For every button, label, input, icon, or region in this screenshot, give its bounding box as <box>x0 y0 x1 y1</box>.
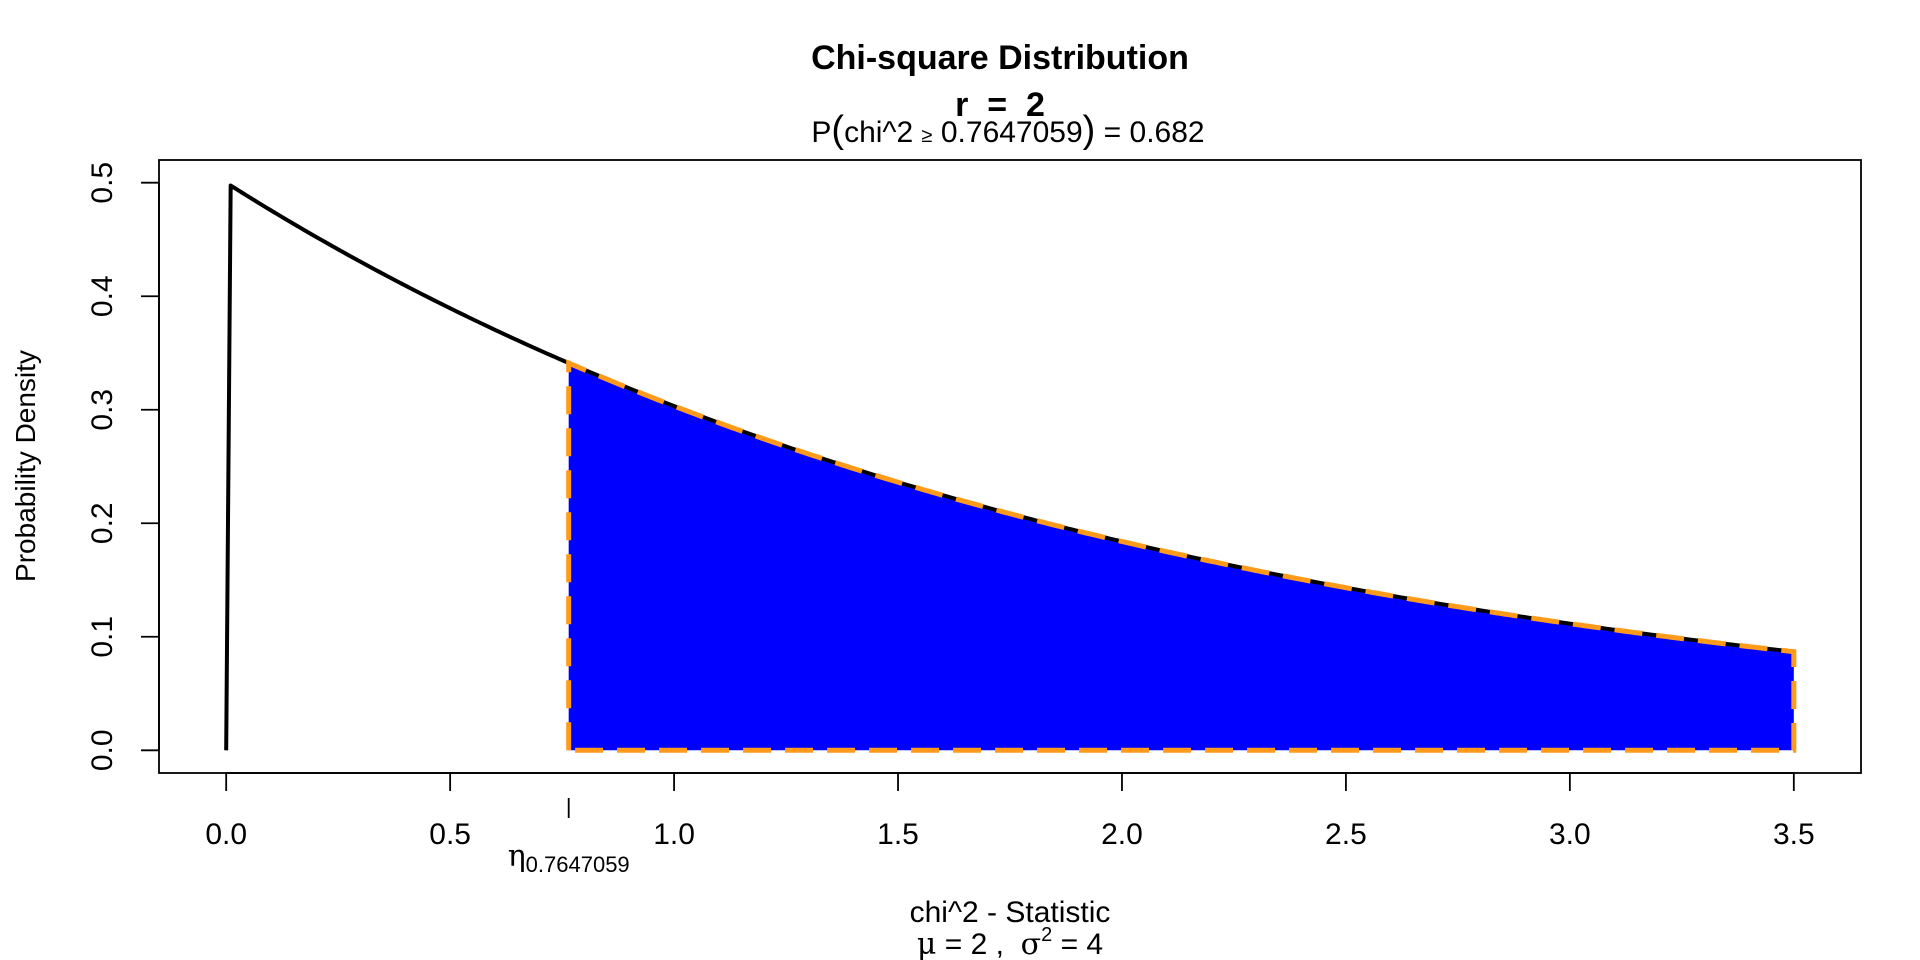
y-tick-label: 0.4 <box>86 275 119 317</box>
y-axis-label: Probability Density <box>10 350 41 582</box>
y-tick-label: 0.5 <box>86 162 119 204</box>
df-value: 2 <box>1026 86 1045 124</box>
prob-variable: chi^2 <box>844 116 913 149</box>
eta-symbol: η <box>508 839 526 874</box>
moments-label: μ = 2 , σ2 = 4 <box>917 924 1103 960</box>
mu-value: = 2 , <box>945 928 1004 960</box>
quantile-marker-label: η0.7647059 <box>508 839 630 877</box>
x-axis: 0.0 0.5 1.0 1.5 2.0 2.5 3.0 3.5 <box>205 772 1815 851</box>
probability-annotation: P(chi^2 ≥ 0.7647059) = 0.682 <box>811 109 1204 151</box>
x-axis-label: chi^2 - Statistic <box>910 896 1111 929</box>
y-tick-label: 0.2 <box>86 502 119 544</box>
mu-symbol: μ <box>917 927 937 960</box>
x-tick-label: 1.5 <box>877 818 919 851</box>
x-tick-label: 0.0 <box>205 818 247 851</box>
sigma-value: = 4 <box>1061 928 1104 960</box>
x-tick-label: 3.0 <box>1549 818 1591 851</box>
chart-title: Chi-square Distribution <box>811 39 1189 77</box>
x-tick-label: 0.5 <box>429 818 471 851</box>
x-tick-label: 2.0 <box>1101 818 1143 851</box>
tail-area-outline <box>566 359 1797 753</box>
sigma-exponent: 2 <box>1041 924 1052 946</box>
shade-outline <box>566 359 1797 753</box>
y-tick-label: 0.0 <box>86 729 119 771</box>
y-tick-label: 0.3 <box>86 389 119 431</box>
prob-symbol: ≥ <box>922 125 933 147</box>
y-tick-label: 0.1 <box>86 616 119 658</box>
x-tick-label: 2.5 <box>1325 818 1367 851</box>
df-label: r <box>955 86 968 124</box>
chart-subtitle: r = 2 <box>955 86 1045 124</box>
eta-subscript: 0.7647059 <box>526 852 630 877</box>
sigma-symbol: σ <box>1021 927 1041 960</box>
y-axis: 0.0 0.1 0.2 0.3 0.4 0.5 <box>86 162 160 771</box>
x-tick-label: 1.0 <box>653 818 695 851</box>
x-tick-label: 3.5 <box>1773 818 1815 851</box>
prob-result: = 0.682 <box>1104 116 1205 149</box>
prob-quantile: 0.7647059 <box>941 116 1083 149</box>
prob-prefix: P <box>811 116 831 149</box>
